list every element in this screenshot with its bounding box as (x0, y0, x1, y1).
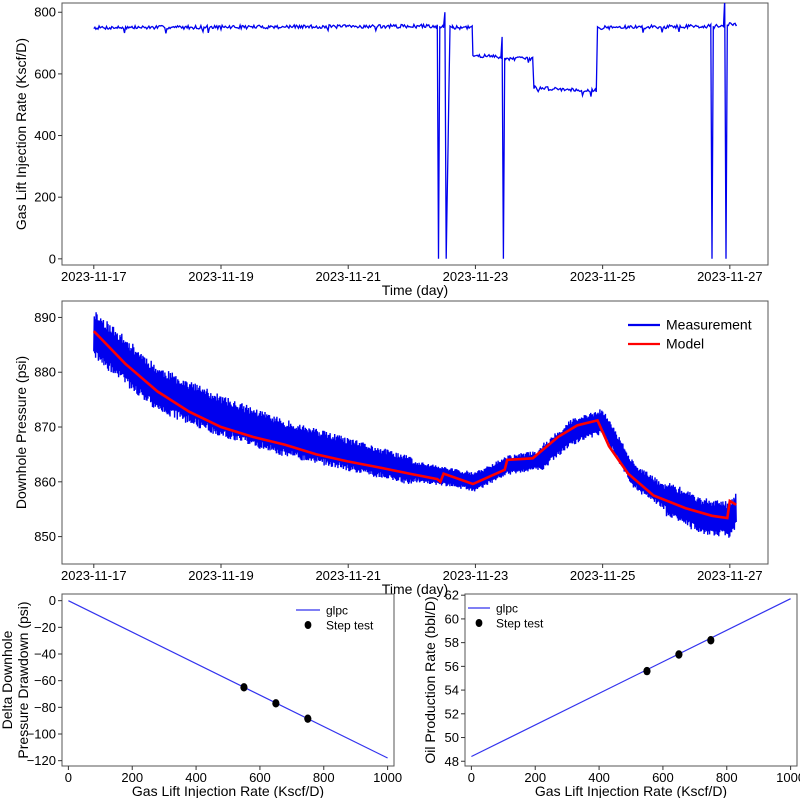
step-test-point (675, 650, 683, 659)
y-tick-label: 62 (445, 588, 459, 603)
y-tick-label: 54 (445, 683, 459, 698)
legend-marker (475, 619, 483, 627)
y-tick-label: 200 (34, 190, 56, 205)
y-tick-label: −80 (34, 700, 56, 715)
x-tick-label: 600 (249, 770, 271, 785)
y-tick-label: 48 (445, 754, 459, 769)
step-test-point (304, 714, 312, 723)
step-test-point (272, 699, 280, 708)
y-tick-label: −100 (27, 727, 56, 742)
y-tick-label: 800 (34, 5, 56, 20)
step-test-point (707, 636, 715, 645)
step-test-point (643, 666, 651, 676)
x-tick-label: 1000 (776, 770, 800, 785)
x-axis-label: Time (day) (382, 282, 448, 298)
legend-label: Step test (326, 619, 374, 633)
y-tick-label: 880 (34, 365, 56, 380)
x-tick-label: 2023-11-25 (570, 269, 636, 284)
chart-delta: 0 200 400 600 800 1000 0 −20 −40 −60 −80 −100 −120 Ga… (0, 593, 402, 798)
y-tick-label: 870 (34, 420, 56, 435)
chart-pressure: 2023-11-17 2023-11-19 2023-11-21 2023-11-23… (13, 300, 769, 597)
y-tick-label: 56 (445, 659, 459, 674)
y-tick-label: −120 (27, 753, 56, 768)
y-tick-label: −20 (34, 620, 56, 635)
x-axis-label: Time (day) (382, 581, 448, 597)
y-tick-label: 52 (445, 706, 459, 721)
x-tick-label: 2023-11-19 (188, 269, 254, 284)
x-axis-label: Gas Lift Injection Rate (Kscf/D) (132, 783, 324, 798)
legend-marker (304, 621, 312, 629)
x-tick-label: 2023-11-17 (61, 269, 127, 284)
plot-frame (61, 593, 395, 767)
x-tick-label: 200 (121, 770, 143, 785)
y-tick-label: 0 (49, 251, 56, 266)
x-tick-label: 800 (313, 770, 335, 785)
y-tick-label: −40 (34, 647, 56, 662)
legend-label: glpc (326, 604, 348, 618)
x-tick-label: 0 (65, 770, 72, 785)
y-axis-label: Downhole Pressure (psi) (13, 356, 29, 509)
y-tick-label: 600 (34, 66, 56, 81)
y-tick-label: 850 (34, 529, 56, 544)
x-tick-label: 0 (468, 770, 475, 785)
x-tick-label: 2023-11-19 (188, 568, 254, 583)
chart-gas: 2023-11-17 2023-11-19 2023-11-21 2023-11-23… (13, 2, 769, 298)
series-gas-lift-rate (93, 3, 737, 259)
x-tick-label: 2023-11-17 (61, 568, 127, 583)
series-glpc (68, 600, 388, 759)
plot-frame (464, 593, 798, 767)
x-tick-label: 1000 (373, 770, 402, 785)
x-tick-label: 2023-11-27 (697, 568, 763, 583)
y-tick-label: 50 (445, 730, 459, 745)
series-measurement (93, 312, 737, 538)
plot-frame (61, 300, 769, 565)
series-model (92, 330, 737, 520)
y-tick-label: 400 (34, 128, 56, 143)
x-tick-label: 200 (524, 770, 546, 785)
x-tick-label: 2023-11-27 (697, 269, 763, 284)
x-tick-label: 2023-11-23 (443, 568, 509, 583)
y-axis-label: Gas Lift Injection Rate (Kscf/D) (13, 38, 29, 230)
x-tick-label: 2023-11-23 (443, 269, 509, 284)
x-tick-label: 400 (185, 770, 207, 785)
x-tick-label: 2023-11-21 (315, 269, 381, 284)
x-tick-label: 2023-11-21 (315, 568, 381, 583)
legend: Measurement Model (628, 317, 752, 352)
legend-label: Measurement (666, 317, 752, 333)
chart-oil: 0 200 400 600 800 1000 48 50 52 54 56 58 60 62 Gas Lif… (422, 588, 800, 798)
y-axis-label: Oil Production Rate (bbl/D) (422, 596, 438, 763)
y-tick-label: −60 (34, 673, 56, 688)
step-test-point (240, 683, 248, 692)
y-tick-label: 890 (34, 310, 56, 325)
x-axis-label: Gas Lift Injection Rate (Kscf/D) (535, 783, 727, 798)
x-tick-label: 2023-11-25 (570, 568, 636, 583)
x-tick-label: 800 (716, 770, 738, 785)
series-glpc (471, 598, 791, 758)
x-tick-label: 600 (652, 770, 674, 785)
plot-frame (61, 2, 769, 266)
legend-label: glpc (496, 602, 518, 616)
y-tick-label: 860 (34, 474, 56, 489)
y-tick-label: 58 (445, 635, 459, 650)
legend-label: Step test (496, 617, 544, 631)
x-tick-label: 400 (588, 770, 610, 785)
y-tick-label: 0 (49, 593, 56, 608)
y-axis-label: Delta DownholePressure Drawdown (psi) (0, 601, 31, 758)
legend-label: Model (666, 336, 704, 352)
y-tick-label: 60 (445, 611, 459, 626)
